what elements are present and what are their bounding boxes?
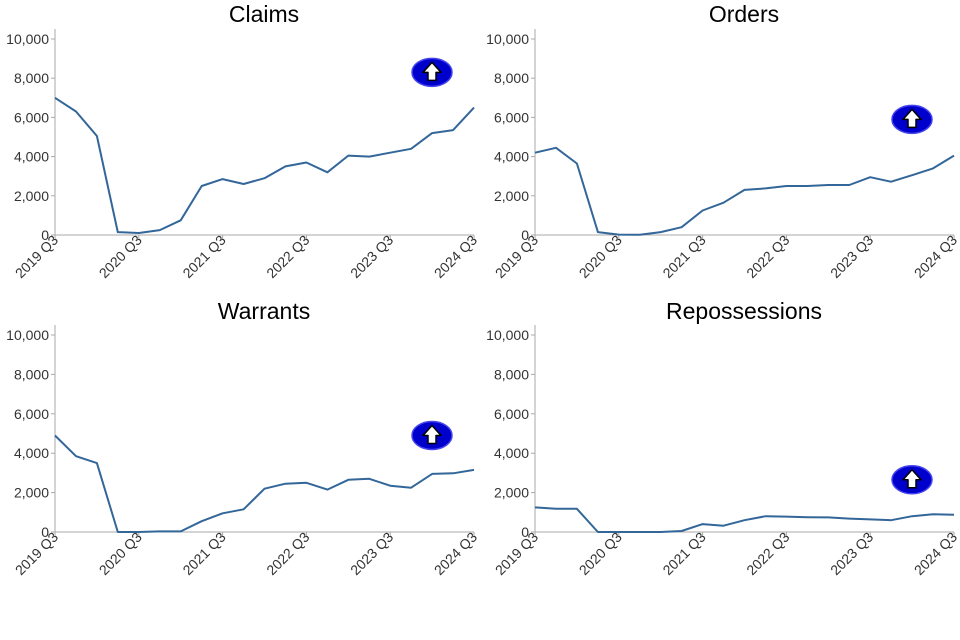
chart-title: Orders xyxy=(709,1,779,27)
y-tick-label: 8,000 xyxy=(14,70,49,86)
series-line-orders xyxy=(534,146,955,236)
y-tick-label: 10,000 xyxy=(6,327,49,343)
y-tick-label: 6,000 xyxy=(494,406,529,422)
y-tick-label: 4,000 xyxy=(14,445,49,461)
y-tick-label: 8,000 xyxy=(494,70,529,86)
x-tick-label: 2023 Q3 xyxy=(347,529,396,578)
up-arrow-icon-glyph xyxy=(902,108,922,129)
y-tick-label: 8,000 xyxy=(494,366,529,382)
chart-title: Warrants xyxy=(218,298,310,324)
y-tick-label: 6,000 xyxy=(14,406,49,422)
y-tick-label: 8,000 xyxy=(14,366,49,382)
x-tick-label: 2020 Q3 xyxy=(576,529,625,578)
y-tick-label: 2,000 xyxy=(494,485,529,501)
chart-panel-orders: Orders 0 2,000 4,000 6,000 8,000 10,000 2019 Q3… xyxy=(486,1,960,281)
x-tick-label: 2022 Q3 xyxy=(263,232,312,281)
x-tick-label: 2019 Q3 xyxy=(492,529,541,578)
up-arrow-icon xyxy=(411,420,453,451)
y-tick-label: 0 xyxy=(521,227,529,243)
x-tick-label: 2024 Q3 xyxy=(431,529,480,578)
x-tick-label: 2023 Q3 xyxy=(827,529,876,578)
y-tick-label: 10,000 xyxy=(486,31,529,47)
y-tick-label: 0 xyxy=(41,227,49,243)
y-tick-label: 4,000 xyxy=(494,149,529,165)
chart-title: Claims xyxy=(229,1,299,27)
x-tick-label: 2024 Q3 xyxy=(431,232,480,281)
chart-title: Repossessions xyxy=(666,298,822,324)
up-arrow-icon xyxy=(411,57,453,88)
x-tick-label: 2021 Q3 xyxy=(179,232,228,281)
x-tick-label: 2022 Q3 xyxy=(743,529,792,578)
x-tick-label: 2020 Q3 xyxy=(96,529,145,578)
x-tick-label: 2023 Q3 xyxy=(827,232,876,281)
chart-panel-warrants: Warrants 0 2,000 4,000 6,000 8,000 10,000 2019 … xyxy=(6,298,480,578)
x-tick-label: 2024 Q3 xyxy=(911,529,960,578)
y-tick-label: 6,000 xyxy=(14,109,49,125)
up-arrow-icon-glyph xyxy=(422,424,442,445)
x-tick-label: 2022 Q3 xyxy=(743,232,792,281)
x-tick-label: 2019 Q3 xyxy=(12,232,61,281)
x-tick-label: 2021 Q3 xyxy=(659,529,708,578)
y-tick-label: 10,000 xyxy=(486,327,529,343)
x-tick-label: 2020 Q3 xyxy=(576,232,625,281)
chart-panel-repossessions: Repossessions 0 2,000 4,000 6,000 8,000 10,000… xyxy=(486,298,960,578)
series-line-warrants xyxy=(54,434,475,533)
y-tick-label: 2,000 xyxy=(14,485,49,501)
x-tick-label: 2021 Q3 xyxy=(179,529,228,578)
up-arrow-icon xyxy=(891,465,933,495)
y-tick-label: 10,000 xyxy=(6,31,49,47)
x-tick-label: 2024 Q3 xyxy=(911,232,960,281)
series-line-repossessions xyxy=(534,506,955,533)
x-tick-label: 2019 Q3 xyxy=(12,529,61,578)
y-tick-label: 0 xyxy=(41,524,49,540)
y-tick-label: 4,000 xyxy=(14,149,49,165)
x-tick-label: 2020 Q3 xyxy=(96,232,145,281)
x-tick-label: 2023 Q3 xyxy=(347,232,396,281)
chart-panel-claims: Claims 0 2,000 4,000 6,000 8,000 10,000 2019 Q3… xyxy=(6,1,480,281)
x-tick-label: 2022 Q3 xyxy=(263,529,312,578)
y-tick-label: 2,000 xyxy=(14,188,49,204)
x-tick-label: 2019 Q3 xyxy=(492,232,541,281)
up-arrow-icon-glyph xyxy=(902,469,922,489)
series-line-claims xyxy=(54,96,475,234)
up-arrow-icon xyxy=(891,104,933,135)
y-tick-label: 4,000 xyxy=(494,445,529,461)
y-tick-label: 0 xyxy=(521,524,529,540)
x-tick-label: 2021 Q3 xyxy=(659,232,708,281)
y-tick-label: 6,000 xyxy=(494,109,529,125)
up-arrow-icon-glyph xyxy=(422,61,442,82)
y-tick-label: 2,000 xyxy=(494,188,529,204)
